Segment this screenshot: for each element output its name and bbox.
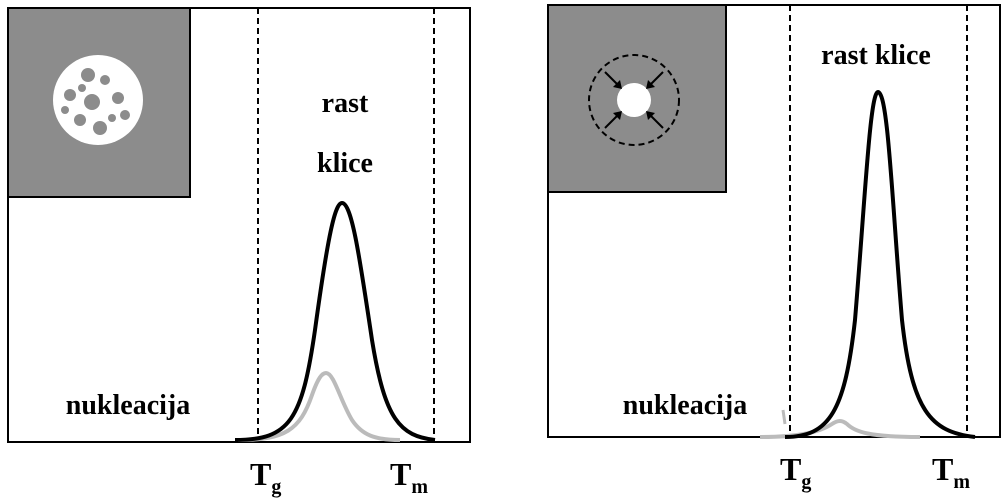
nucleation-label: nukleacija <box>623 390 747 421</box>
tg-label: Tg <box>250 456 281 498</box>
dashed-circle <box>588 54 680 146</box>
tm-label: Tm <box>932 451 970 493</box>
growth-curve <box>784 89 976 439</box>
particle <box>617 83 651 117</box>
panel-left: rast klice nukleacija Tg Tm <box>7 7 471 498</box>
nucleation-label: nukleacija <box>66 390 190 421</box>
tick <box>781 409 787 425</box>
growth-curve <box>234 200 436 442</box>
panel-right: rast klice nukleacija Tg Tm <box>547 4 1001 493</box>
nucleation-curve <box>237 370 401 442</box>
dots <box>61 68 130 135</box>
tm-label: Tm <box>390 456 428 498</box>
arrowheads <box>613 80 655 120</box>
tg-label: Tg <box>780 451 811 493</box>
growth-label: rast klice <box>821 40 931 71</box>
growth-label: rast <box>322 88 369 119</box>
growth-label: klice <box>317 148 373 179</box>
